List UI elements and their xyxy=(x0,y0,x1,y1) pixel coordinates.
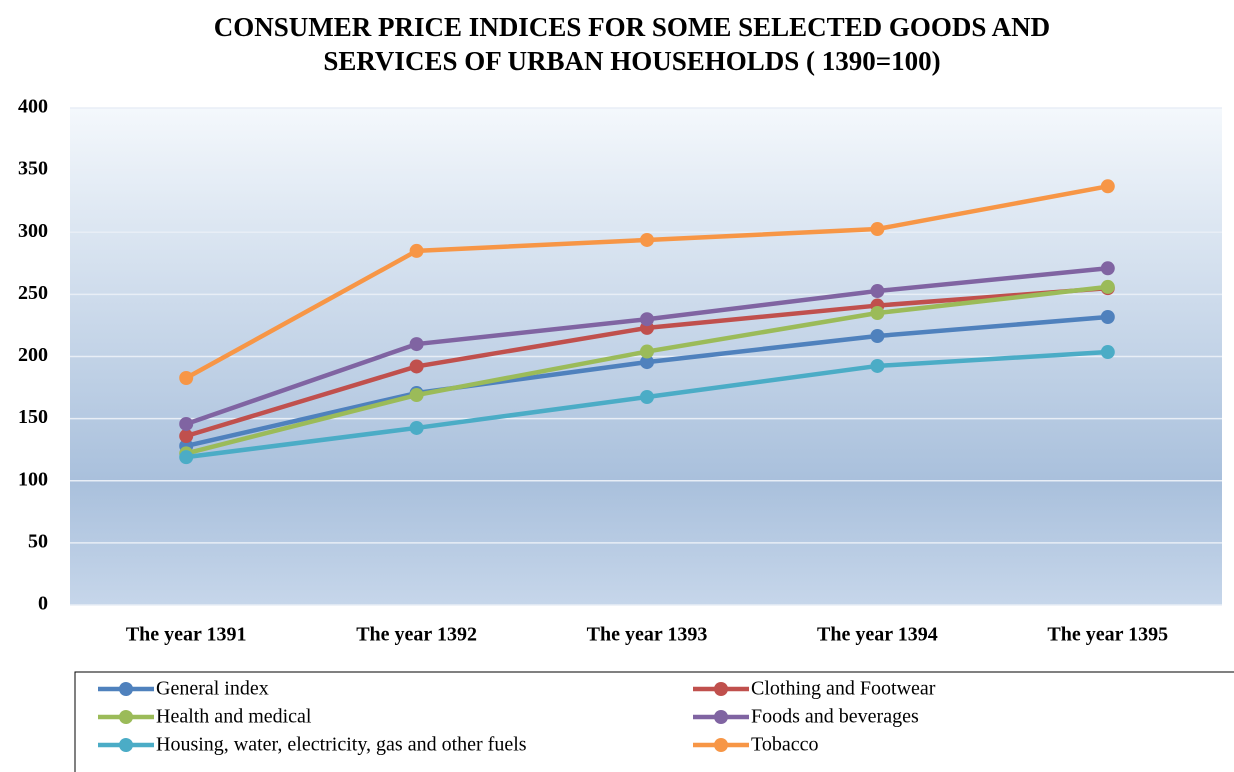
data-point xyxy=(870,328,885,343)
data-point xyxy=(179,450,194,465)
legend-label: Housing, water, electricity, gas and oth… xyxy=(156,734,527,756)
data-point xyxy=(409,243,424,258)
data-point xyxy=(640,390,654,405)
y-tick-label: 100 xyxy=(18,468,48,490)
data-point xyxy=(1100,261,1115,276)
chart-title: CONSUMER PRICE INDICES FOR SOME SELECTED… xyxy=(214,12,1050,42)
data-point xyxy=(1100,179,1115,194)
legend-marker xyxy=(119,738,133,752)
x-tick-label: The year 1393 xyxy=(587,624,708,646)
data-point xyxy=(870,222,885,237)
x-tick-label: The year 1391 xyxy=(126,624,247,646)
data-point xyxy=(640,312,654,327)
data-point xyxy=(1100,345,1115,360)
legend-marker xyxy=(714,682,728,696)
x-tick-label: The year 1394 xyxy=(817,624,938,646)
data-point xyxy=(409,337,424,352)
y-tick-label: 400 xyxy=(18,96,48,118)
y-tick-label: 0 xyxy=(38,593,48,615)
data-point xyxy=(640,344,654,359)
legend-box xyxy=(74,671,1234,772)
data-point xyxy=(870,284,885,299)
legend-marker xyxy=(119,682,133,696)
y-tick-label: 50 xyxy=(28,530,48,552)
data-point xyxy=(1100,279,1115,294)
data-point xyxy=(640,232,654,247)
data-point xyxy=(870,306,885,321)
legend-label: Health and medical xyxy=(156,706,312,728)
data-point xyxy=(179,416,194,431)
x-tick-label: The year 1395 xyxy=(1047,624,1168,646)
data-point xyxy=(1100,309,1115,324)
data-point xyxy=(640,355,654,370)
data-point xyxy=(179,429,194,444)
legend-label: Clothing and Footwear xyxy=(751,678,936,700)
y-tick-label: 350 xyxy=(18,158,48,180)
y-tick-label: 250 xyxy=(18,282,48,304)
legend-label: Tobacco xyxy=(751,734,818,756)
x-tick-label: The year 1392 xyxy=(356,624,477,646)
legend-marker xyxy=(119,710,133,724)
legend-label: Foods and beverages xyxy=(751,706,919,728)
data-point xyxy=(870,358,885,373)
legend-label: General index xyxy=(156,678,269,700)
data-point xyxy=(179,370,194,385)
data-point xyxy=(409,388,424,403)
data-point xyxy=(409,420,424,435)
legend-marker xyxy=(714,710,728,724)
y-tick-label: 200 xyxy=(18,344,48,366)
y-tick-label: 300 xyxy=(18,220,48,242)
y-tick-label: 150 xyxy=(18,406,48,428)
legend-marker xyxy=(714,738,728,752)
chart-title: SERVICES OF URBAN HOUSEHOLDS ( 1390=100) xyxy=(323,46,940,76)
data-point xyxy=(409,359,424,374)
